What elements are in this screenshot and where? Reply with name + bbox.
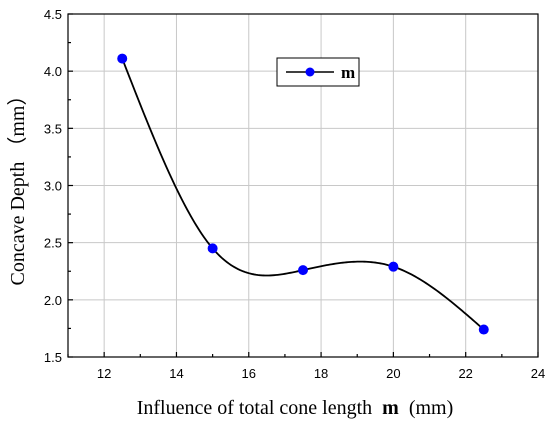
x-axis-title-unit: (mm) [409,397,453,419]
x-axis-title-text: Influence of total cone length [137,397,372,419]
x-tick-label-1: 14 [169,366,183,381]
data-point-0-3 [388,261,399,272]
y-tick-label-2: 2.5 [44,236,62,251]
data-point-0-4 [478,324,489,335]
x-tick-label-5: 22 [458,366,472,381]
x-axis-title: Influence of total cone length m (mm) [137,397,454,419]
x-tick-label-0: 12 [97,366,111,381]
x-tick-label-2: 16 [242,366,256,381]
legend-label: m [341,63,355,82]
y-tick-label-6: 4.5 [44,7,62,22]
y-tick-label-0: 1.5 [44,350,62,365]
data-points [117,53,489,335]
data-point-0-1 [207,243,218,254]
y-tick-label-1: 2.0 [44,293,62,308]
x-tick-label-4: 20 [386,366,400,381]
y-tick-label-3: 3.0 [44,179,62,194]
y-tick-label-4: 3.5 [44,121,62,136]
y-tick-label-5: 4.0 [44,64,62,79]
legend: m [276,57,360,87]
legend-marker [305,67,315,77]
data-point-0-0 [117,53,128,64]
axis-ticks: 12 14 16 18 20 22 24 1.5 2.0 2.5 3.0 3.5 4.0 4.5 [44,7,545,381]
x-tick-label-3: 18 [314,366,328,381]
x-tick-label-6: 24 [531,366,545,381]
data-point-0-2 [298,265,308,276]
y-axis-title: Concave Depth （mm） [6,86,29,286]
x-axis-title-bold: m [382,397,399,419]
